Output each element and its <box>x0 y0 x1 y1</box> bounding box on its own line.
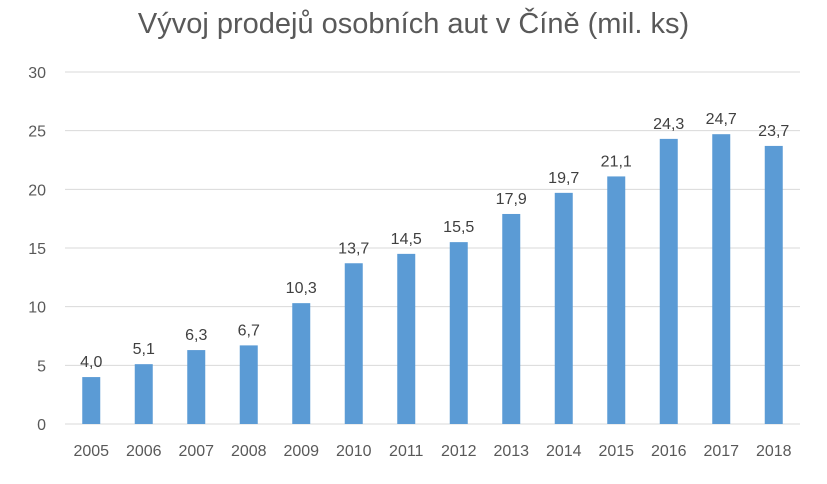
y-tick-label: 25 <box>28 124 46 141</box>
bar <box>134 364 153 424</box>
data-label: 5,1 <box>133 341 155 358</box>
data-label: 13,7 <box>338 240 369 257</box>
data-label: 6,3 <box>185 327 207 344</box>
y-tick-label: 15 <box>28 241 46 258</box>
x-tick-label: 2015 <box>598 443 634 460</box>
y-tick-label: 5 <box>37 358 46 375</box>
data-label: 23,7 <box>758 123 789 140</box>
x-tick-label: 2009 <box>283 443 319 460</box>
y-tick-label: 30 <box>28 65 46 82</box>
bar <box>397 253 416 424</box>
data-label: 10,3 <box>286 280 317 297</box>
x-tick-label: 2011 <box>389 443 424 460</box>
bar <box>187 350 206 424</box>
bar <box>82 377 101 424</box>
bar <box>554 192 573 424</box>
bar <box>239 345 258 424</box>
x-tick-label: 2007 <box>178 443 214 460</box>
x-tick-label: 2012 <box>441 443 477 460</box>
bar <box>344 263 363 424</box>
x-tick-label: 2018 <box>756 443 792 460</box>
bar <box>449 242 468 424</box>
x-tick-label: 2014 <box>546 443 582 460</box>
data-label: 4,0 <box>80 354 102 371</box>
data-label: 6,7 <box>238 322 260 339</box>
y-tick-label: 0 <box>37 417 46 434</box>
bar <box>292 303 311 424</box>
data-label: 19,7 <box>548 170 579 187</box>
x-tick-label: 2016 <box>651 443 687 460</box>
data-label: 15,5 <box>443 219 474 236</box>
x-tick-label: 2010 <box>336 443 372 460</box>
x-tick-label: 2017 <box>703 443 739 460</box>
bar <box>659 138 678 424</box>
data-label: 14,5 <box>391 231 422 248</box>
x-tick-label: 2008 <box>231 443 267 460</box>
data-label: 17,9 <box>496 191 527 208</box>
data-label: 21,1 <box>601 153 632 170</box>
bar <box>764 145 783 425</box>
bar <box>607 176 626 424</box>
data-label: 24,7 <box>706 111 737 128</box>
y-tick-label: 20 <box>28 182 46 199</box>
x-tick-label: 2006 <box>126 443 162 460</box>
x-tick-label: 2013 <box>493 443 529 460</box>
bar <box>502 213 521 424</box>
data-label: 24,3 <box>653 116 684 133</box>
x-tick-label: 2005 <box>73 443 109 460</box>
bar <box>712 134 731 425</box>
y-tick-label: 10 <box>28 300 46 317</box>
chart-title: Vývoj prodejů osobních aut v Číně (mil. … <box>137 8 690 40</box>
